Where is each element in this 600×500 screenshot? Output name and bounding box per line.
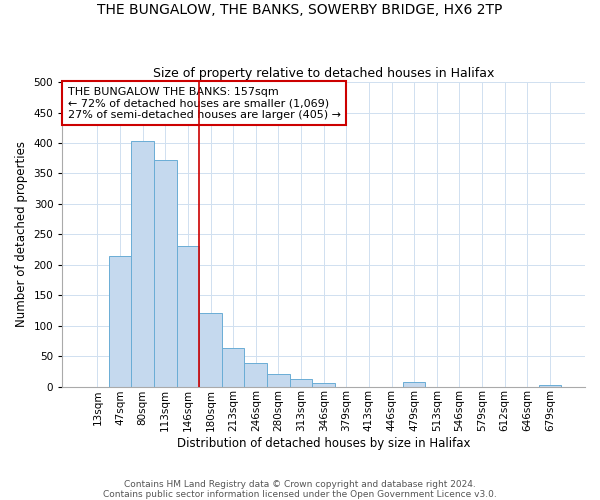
Bar: [403, 382, 425, 386]
Bar: [267, 374, 290, 386]
Y-axis label: Number of detached properties: Number of detached properties: [15, 142, 28, 328]
X-axis label: Distribution of detached houses by size in Halifax: Distribution of detached houses by size …: [177, 437, 470, 450]
Text: THE BUNGALOW THE BANKS: 157sqm
← 72% of detached houses are smaller (1,069)
27% : THE BUNGALOW THE BANKS: 157sqm ← 72% of …: [68, 86, 341, 120]
Bar: [131, 141, 154, 386]
Text: THE BUNGALOW, THE BANKS, SOWERBY BRIDGE, HX6 2TP: THE BUNGALOW, THE BANKS, SOWERBY BRIDGE,…: [97, 2, 503, 16]
Bar: [199, 314, 222, 386]
Bar: [176, 246, 199, 386]
Text: Contains HM Land Registry data © Crown copyright and database right 2024.
Contai: Contains HM Land Registry data © Crown c…: [103, 480, 497, 499]
Bar: [313, 384, 335, 386]
Bar: [244, 363, 267, 386]
Bar: [222, 348, 244, 387]
Bar: [109, 256, 131, 386]
Title: Size of property relative to detached houses in Halifax: Size of property relative to detached ho…: [153, 66, 494, 80]
Bar: [290, 378, 313, 386]
Bar: [154, 160, 176, 386]
